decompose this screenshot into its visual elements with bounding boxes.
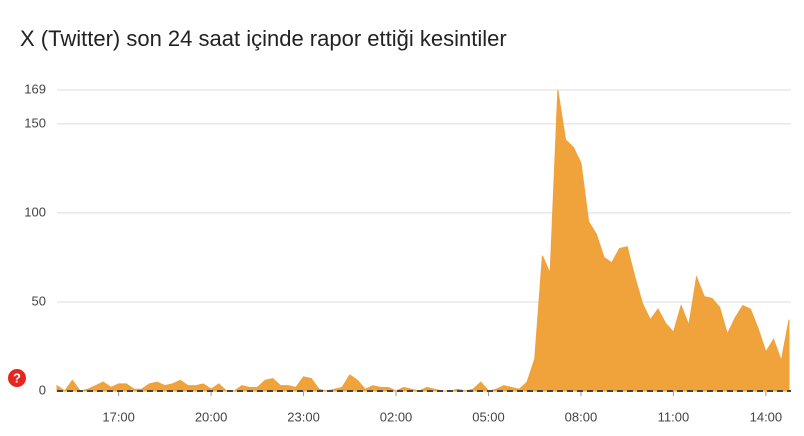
y-tick-label: 0 xyxy=(39,382,46,397)
y-tick-label: 50 xyxy=(32,293,46,308)
y-tick-label: 150 xyxy=(24,115,46,130)
area xyxy=(56,89,790,392)
x-tick-label: 08:00 xyxy=(565,409,598,424)
x-tick-label: 05:00 xyxy=(472,409,505,424)
x-tick-label: 17:00 xyxy=(102,409,135,424)
x-tick-label: 11:00 xyxy=(658,409,690,424)
x-tick-label: 23:00 xyxy=(287,409,320,424)
y-tick-label: 100 xyxy=(24,204,46,219)
help-icon-label[interactable]: ? xyxy=(13,370,21,385)
x-tick-label: 02:00 xyxy=(380,409,413,424)
chart-title: X (Twitter) son 24 saat içinde rapor ett… xyxy=(20,26,507,51)
x-tick-label: 14:00 xyxy=(750,409,783,424)
help-icon[interactable] xyxy=(8,369,26,387)
y-tick-label: 169 xyxy=(24,81,46,96)
x-tick-label: 20:00 xyxy=(195,409,228,424)
